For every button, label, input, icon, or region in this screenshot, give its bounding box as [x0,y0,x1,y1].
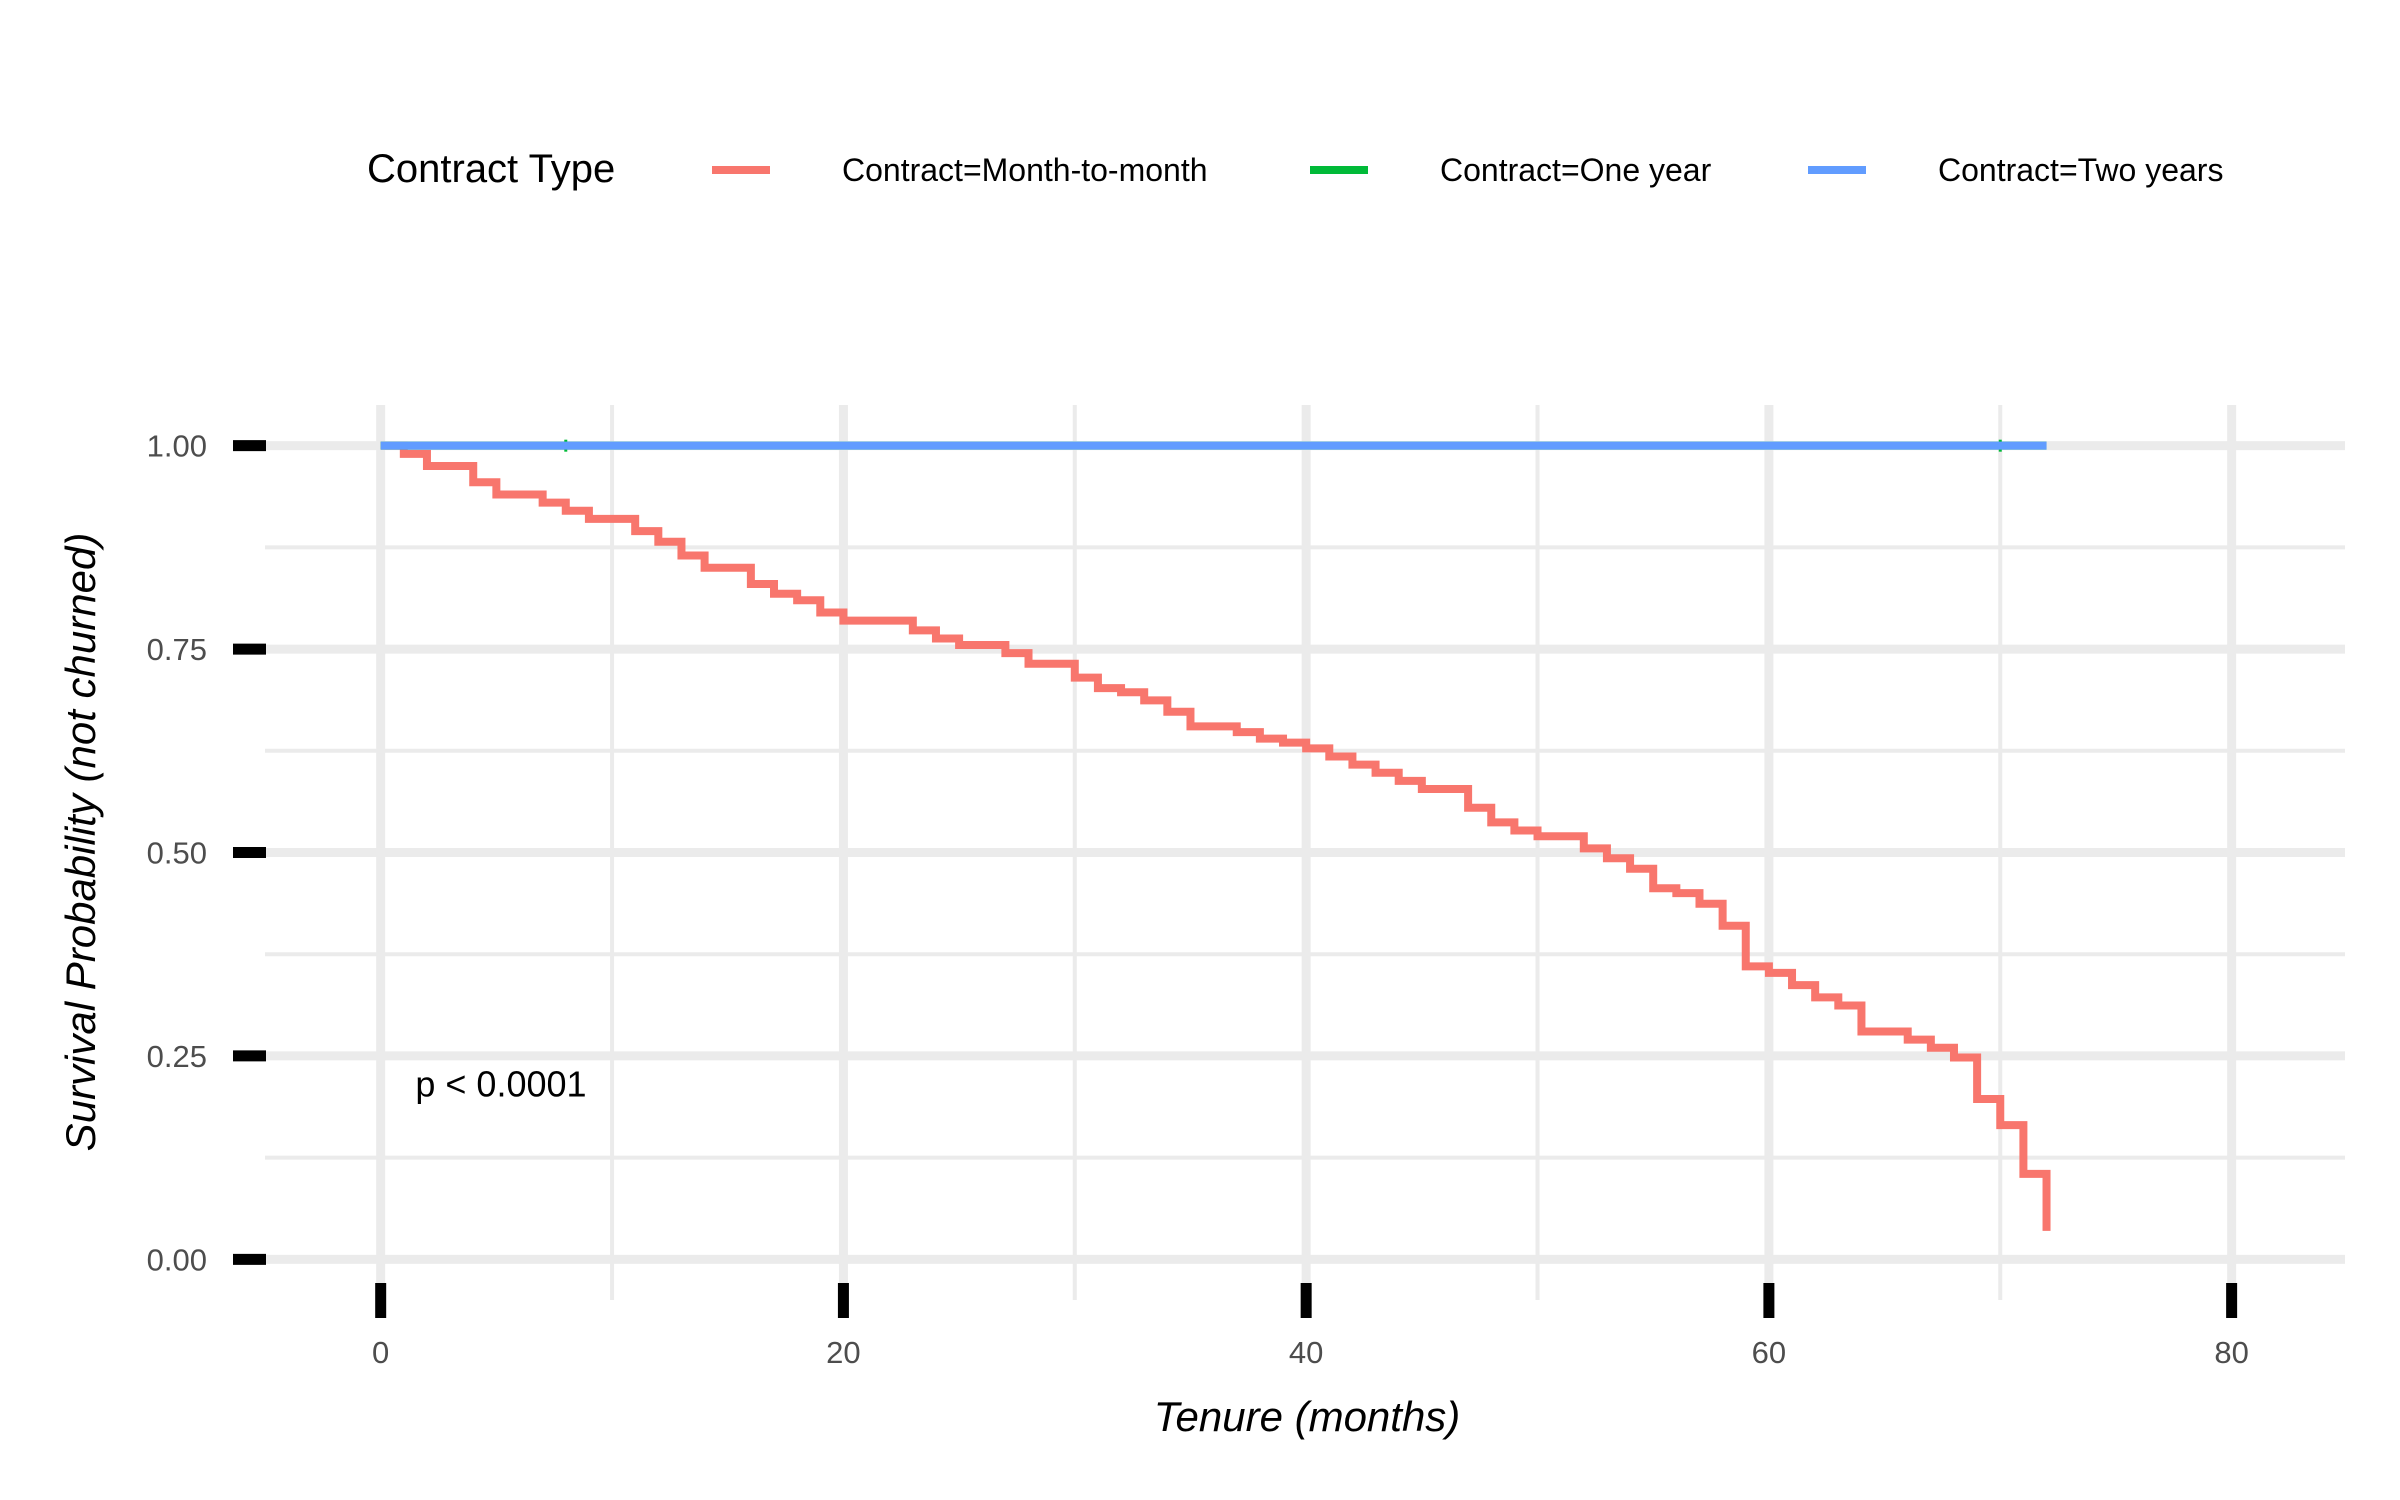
legend-label: Contract=Month-to-month [842,152,1208,188]
x-tick-label: 20 [826,1335,860,1370]
legend-label: Contract=One year [1440,152,1712,188]
legend-title: Contract Type [367,147,615,191]
y-tick-label: 0.75 [147,632,207,667]
x-axis: 0 20 40 60 80 [372,1283,2249,1370]
legend-items: Contract=Month-to-month Contract=One year… [712,152,2223,188]
series-layer [380,439,2051,1231]
p-value-annotation: p < 0.0001 [415,1064,586,1105]
x-tick-label: 40 [1289,1335,1323,1370]
x-tick-label: 60 [1752,1335,1786,1370]
y-axis-label: Survival Probability (not churned) [57,533,104,1152]
y-tick-label: 1.00 [147,429,207,464]
x-tick-label: 80 [2214,1335,2248,1370]
y-tick-label: 0.50 [147,836,207,871]
y-tick-label: 0.00 [147,1242,207,1277]
major-gridlines [265,405,2345,1300]
legend-label: Contract=Two years [1938,152,2223,188]
y-axis: 0.00 0.25 0.50 0.75 1.00 [147,429,266,1277]
series-line-contract-month-to-month [380,441,2051,1231]
legend: Contract Type Contract=Month-to-month Con… [367,147,2223,191]
x-axis-label: Tenure (months) [1154,1393,1461,1440]
x-tick-label: 0 [372,1335,389,1370]
y-tick-label: 0.25 [147,1039,207,1074]
